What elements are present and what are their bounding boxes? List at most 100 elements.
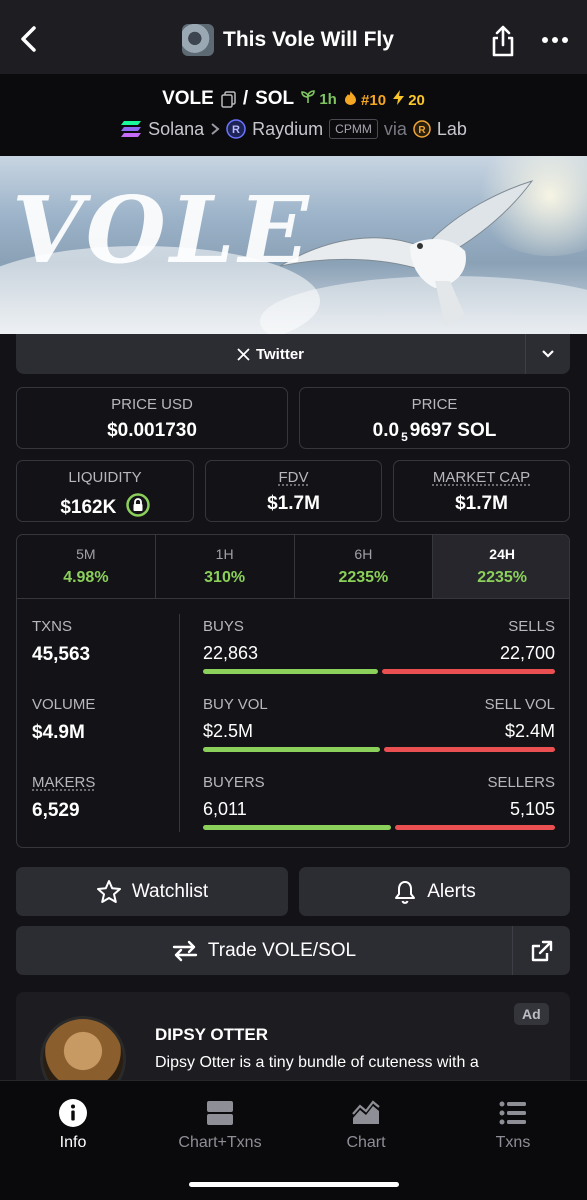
price-native-prefix: 0.0 [372, 420, 400, 441]
tab-1h[interactable]: 1H 310% [156, 535, 295, 598]
price-usd-value: $0.001730 [107, 420, 197, 441]
pair-separator: / [242, 88, 249, 109]
nav-txns[interactable]: Txns [443, 1098, 583, 1158]
price-native-zero-count: 5 [401, 429, 408, 444]
txns-label: TXNS [32, 618, 73, 635]
price-usd-label: PRICE USD [111, 396, 193, 413]
list-icon [499, 1101, 526, 1125]
raydium-icon: R [226, 119, 246, 139]
socials-expand-button[interactable] [525, 334, 570, 374]
trade-external-button[interactable] [512, 926, 570, 975]
boost-badge: 20 [393, 89, 425, 109]
watchlist-label: Watchlist [131, 880, 209, 902]
tab-label: 1H [215, 546, 234, 562]
price-native-card: PRICE 0.0 5 9697 SOL [299, 387, 570, 449]
area-chart-icon [352, 1100, 380, 1124]
pair-info [0, 74, 587, 156]
sell-vol-bar [384, 747, 555, 752]
launchpad-name[interactable]: Lab [436, 118, 467, 139]
svg-text:R: R [232, 124, 240, 136]
tab-label: 24H [489, 546, 515, 562]
top-bar [0, 0, 587, 74]
x-logo-icon [237, 347, 250, 361]
bottom-nav [0, 1080, 587, 1200]
watchlist-button[interactable]: Watchlist [16, 867, 288, 916]
buy-vol-bar [203, 747, 380, 752]
volume-value: $4.9M [32, 722, 85, 743]
buys-bar [203, 669, 378, 674]
chevron-right-icon [211, 123, 220, 135]
token-avatar [182, 24, 214, 56]
rank-text: #10 [361, 91, 387, 109]
nav-chart[interactable]: Chart [296, 1098, 436, 1158]
share-button[interactable] [488, 24, 518, 58]
trade-button[interactable]: Trade VOLE/SOL [16, 926, 512, 975]
price-native-digits: 9697 SOL [409, 420, 497, 441]
info-icon [59, 1099, 87, 1127]
lightning-icon [393, 89, 405, 105]
nav-info[interactable]: Info [3, 1098, 143, 1158]
buy-vol-value: $2.5M [203, 721, 254, 741]
token-banner [0, 156, 587, 334]
makers-value: 6,529 [32, 800, 80, 821]
twitter-button[interactable]: Twitter [16, 334, 525, 374]
buys-value: 22,863 [203, 643, 259, 663]
sellers-bar [395, 825, 555, 830]
ad-badge: Ad [514, 1003, 549, 1025]
quote-symbol: SOL [255, 88, 295, 109]
back-button[interactable] [14, 22, 44, 56]
nav-chart-txns[interactable]: Chart+Txns [150, 1098, 290, 1158]
price-usd-card: PRICE USD $0.001730 [16, 387, 288, 449]
tab-24h[interactable]: 24H 2235% [433, 535, 569, 598]
tab-6h[interactable]: 6H 2235% [295, 535, 434, 598]
makers-label[interactable]: MAKERS [32, 774, 96, 791]
stats-panel: 5M 4.98% 1H 310% 6H 2235% 24H 2235% [16, 534, 570, 848]
buyers-label: BUYERS [203, 774, 265, 791]
liquidity-value-row: $162K [17, 493, 193, 519]
trade-label: Trade VOLE/SOL [207, 939, 357, 961]
sells-label: SELLS [508, 618, 555, 635]
stats-divider [179, 614, 180, 832]
fdv-label[interactable]: FDV [278, 469, 309, 486]
price-change: 4.98% [63, 569, 109, 586]
flame-icon [344, 90, 356, 105]
price-native-label: PRICE [411, 396, 458, 413]
chain-name[interactable]: Solana [148, 118, 205, 139]
price-native-value: 0.0 5 9697 SOL [300, 420, 569, 444]
nav-label: Chart [346, 1134, 386, 1151]
ad-title: DIPSY OTTER [155, 1025, 269, 1044]
base-symbol: VOLE [162, 88, 214, 109]
tab-5m[interactable]: 5M 4.98% [17, 535, 156, 598]
sprout-icon [301, 90, 315, 103]
age-text: 1h [319, 91, 337, 108]
alerts-button[interactable]: Alerts [299, 867, 570, 916]
more-options-button[interactable] [540, 30, 570, 50]
twitter-label: Twitter [255, 345, 305, 363]
home-indicator [189, 1182, 399, 1187]
ad-description: Dipsy Otter is a tiny bundle of cuteness… [155, 1054, 479, 1071]
liquidity-value: $162K [60, 497, 117, 518]
sells-bar [382, 669, 555, 674]
age-badge: 1h [301, 90, 337, 108]
sells-value: 22,700 [499, 643, 555, 663]
share-icon [492, 25, 514, 57]
swap-arrows-icon [172, 940, 198, 961]
market-cap-label[interactable]: MARKET CAP [432, 469, 531, 486]
external-link-icon [531, 940, 552, 961]
page-title: This Vole Will Fly [223, 28, 394, 51]
nav-label: Info [59, 1134, 87, 1151]
solana-icon [121, 121, 142, 137]
sell-vol-label: SELL VOL [484, 696, 555, 713]
volume-label: VOLUME [32, 696, 96, 713]
alerts-label: Alerts [427, 880, 476, 902]
txns-value: 45,563 [32, 644, 91, 665]
nav-label: Chart+Txns [178, 1134, 262, 1151]
locked-liquidity-icon[interactable] [125, 493, 150, 517]
banner-word: VOLE [12, 176, 313, 284]
dex-name[interactable]: Raydium [252, 118, 324, 139]
copy-icon[interactable] [221, 90, 236, 108]
chevron-down-icon [542, 350, 554, 358]
svg-text:R: R [418, 125, 426, 136]
star-icon [96, 879, 121, 903]
nav-label: Txns [495, 1134, 531, 1151]
